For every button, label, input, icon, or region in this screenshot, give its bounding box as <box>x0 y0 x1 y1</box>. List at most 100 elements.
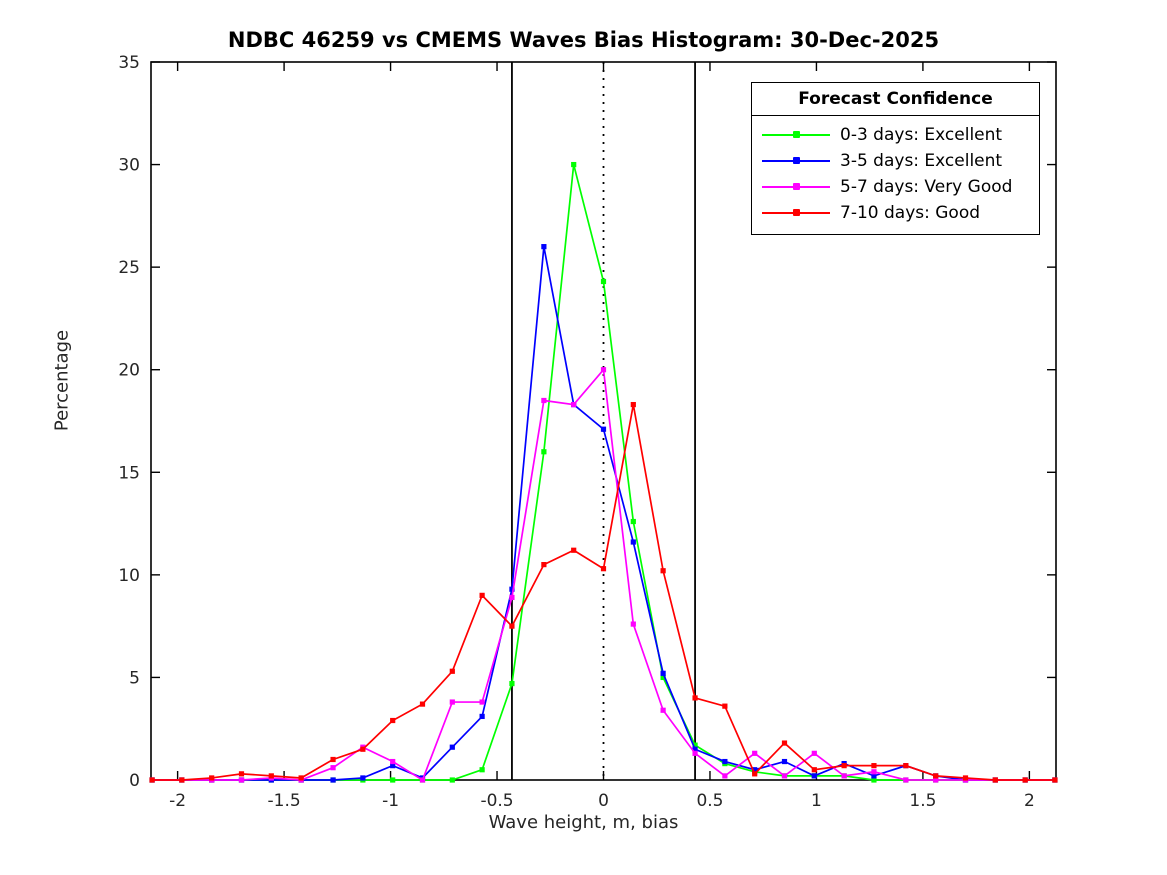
data-point <box>871 769 877 775</box>
legend-swatch-icon <box>762 128 830 142</box>
x-tick-label: 1 <box>811 791 822 811</box>
data-point <box>933 777 939 783</box>
x-tick-label: -0.5 <box>480 791 513 811</box>
data-point <box>871 777 877 783</box>
data-point <box>811 750 817 756</box>
data-point <box>811 773 817 779</box>
y-tick-label: 25 <box>118 258 140 278</box>
data-point <box>479 767 485 773</box>
legend-label: 0-3 days: Excellent <box>840 125 1003 145</box>
data-point <box>571 401 577 408</box>
data-point <box>298 775 304 781</box>
data-point <box>541 562 547 568</box>
data-point <box>449 744 455 750</box>
legend-swatch-icon <box>762 206 830 220</box>
data-point <box>600 278 607 285</box>
data-point <box>630 539 636 545</box>
x-tick-label: -1.5 <box>268 791 301 811</box>
data-point <box>660 674 666 681</box>
legend-label: 5-7 days: Very Good <box>840 177 1013 197</box>
x-tick-label: 1.5 <box>909 791 936 811</box>
data-point <box>330 756 336 763</box>
y-tick-label: 30 <box>118 156 140 176</box>
x-axis-label: Wave height, m, bias <box>488 812 679 833</box>
data-point <box>722 703 728 709</box>
legend-items: 0-3 days: Excellent 3-5 days: Excellent 5-… <box>752 116 1039 234</box>
chart-title: NDBC 46259 vs CMEMS Waves Bias Histogram… <box>227 28 940 52</box>
y-tick-label: 10 <box>118 566 140 586</box>
x-tick-label: 0 <box>598 791 609 811</box>
data-point <box>238 771 245 777</box>
data-point <box>781 773 788 779</box>
legend-swatch-icon <box>762 154 830 168</box>
data-point <box>660 707 666 713</box>
data-point <box>871 773 877 779</box>
data-point <box>449 699 455 705</box>
legend-title: Forecast Confidence <box>752 83 1039 116</box>
data-point <box>541 397 547 404</box>
data-point <box>479 713 485 720</box>
data-point <box>962 775 969 781</box>
data-point <box>509 680 515 687</box>
data-point <box>600 367 607 373</box>
data-point <box>541 449 547 455</box>
data-point <box>390 717 396 724</box>
series-1 <box>149 244 1058 783</box>
data-point <box>722 773 728 779</box>
legend-item-1[interactable]: 3-5 days: Excellent <box>752 148 1039 174</box>
y-tick-label: 0 <box>129 771 140 791</box>
data-point <box>330 777 336 783</box>
data-point <box>360 775 366 781</box>
data-point <box>419 777 426 783</box>
series-line <box>152 404 1055 781</box>
data-point <box>903 777 909 783</box>
legend-label: 7-10 days: Good <box>840 203 981 223</box>
data-point <box>781 740 788 746</box>
data-point <box>238 777 245 783</box>
data-point <box>722 758 728 765</box>
data-point <box>600 566 607 572</box>
legend-item-0[interactable]: 0-3 days: Excellent <box>752 122 1039 148</box>
data-point <box>571 547 577 553</box>
data-point <box>149 777 155 783</box>
data-point <box>692 750 698 756</box>
data-point <box>660 568 666 574</box>
legend-item-3[interactable]: 7-10 days: Good <box>752 200 1039 226</box>
data-point <box>449 668 455 674</box>
legend: Forecast Confidence 0-3 days: Excellent 3… <box>751 82 1040 235</box>
legend-item-2[interactable]: 5-7 days: Very Good <box>752 174 1039 200</box>
data-point <box>630 401 636 408</box>
data-point <box>630 518 636 525</box>
data-point <box>692 695 698 701</box>
data-point <box>752 767 758 773</box>
data-point <box>752 750 758 756</box>
data-point <box>841 763 847 769</box>
y-axis-label: Percentage <box>51 329 73 432</box>
data-point <box>992 777 998 783</box>
x-tick-label: -1 <box>382 791 399 811</box>
data-point <box>600 426 607 432</box>
data-point <box>390 777 396 783</box>
data-point <box>509 586 515 592</box>
x-tick-label: 2 <box>1024 791 1035 811</box>
data-point <box>903 763 909 769</box>
x-tick-label: -2 <box>169 791 186 811</box>
data-point <box>390 763 396 769</box>
data-point <box>509 623 515 629</box>
data-point <box>811 767 817 773</box>
y-tick-label: 35 <box>118 53 140 73</box>
data-point <box>541 244 547 250</box>
y-tick-label: 20 <box>118 361 140 381</box>
data-point <box>841 773 847 779</box>
series-3 <box>149 401 1058 783</box>
data-point <box>933 773 939 779</box>
data-point <box>479 592 485 598</box>
data-point <box>692 746 698 752</box>
data-point <box>630 621 636 627</box>
data-point <box>360 746 366 752</box>
data-point <box>479 699 485 705</box>
data-point <box>268 773 274 779</box>
data-point <box>1052 777 1058 783</box>
data-point <box>781 758 788 765</box>
